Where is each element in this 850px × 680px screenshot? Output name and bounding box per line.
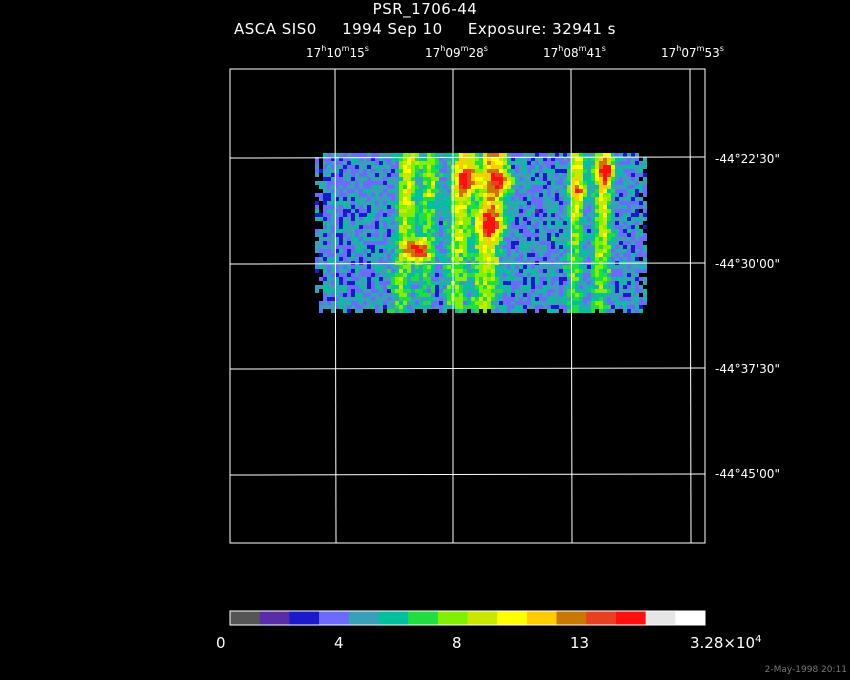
plot-subtitle: ASCA SIS0 1994 Sep 10 Exposure: 32941 s xyxy=(0,20,850,38)
dec-tick-label: -44°30'00" xyxy=(715,257,780,271)
colorbar-swatch xyxy=(408,611,439,625)
colorbar-swatch xyxy=(675,611,706,625)
heatmap-image xyxy=(315,153,647,313)
colorbar-swatch xyxy=(497,611,528,625)
colorbar-swatch xyxy=(348,611,379,625)
colorbar-label: 8 xyxy=(452,634,462,652)
grid-line-ra xyxy=(689,68,692,544)
colorbar-swatch xyxy=(437,611,468,625)
grid-line-ra xyxy=(334,68,337,544)
colorbar-label: 13 xyxy=(570,634,590,652)
dec-tick-label: -44°45'00" xyxy=(715,467,780,481)
colorbar-swatch xyxy=(615,611,647,625)
grid-line-dec xyxy=(229,262,706,265)
colorbar-label: 4 xyxy=(334,634,344,652)
ra-tick-label: 17h07m53s xyxy=(661,44,724,60)
colorbar-swatch xyxy=(378,611,409,625)
instrument-label: ASCA SIS0 xyxy=(233,20,317,38)
ra-tick-label: 17h10m15s xyxy=(306,44,369,60)
colorbar-swatch xyxy=(645,611,676,625)
colorbar-swatch xyxy=(467,611,498,625)
colorbar-swatch xyxy=(230,611,261,625)
colorbar xyxy=(230,611,706,625)
colorbar-swatch xyxy=(586,611,617,625)
colorbar-label: 0 xyxy=(216,634,226,652)
ra-tick-label: 17h09m28s xyxy=(425,44,488,60)
coordinate-grid xyxy=(229,68,706,544)
colorbar-swatch xyxy=(259,611,290,625)
colorbar-swatch xyxy=(556,611,587,625)
grid-line-dec xyxy=(229,473,706,476)
colorbar-swatch xyxy=(319,611,350,625)
timestamp: 2-May-1998 20:11 xyxy=(764,665,847,675)
dec-tick-label: -44°37'30" xyxy=(715,362,780,376)
date-label: 1994 Sep 10 xyxy=(342,20,443,38)
colorbar-swatch xyxy=(289,611,320,625)
colorbar-swatch xyxy=(526,611,558,625)
plot-frame xyxy=(229,68,706,544)
grid-line-ra xyxy=(570,68,573,544)
exposure-label: Exposure: 32941 s xyxy=(467,20,616,38)
colorbar-max-label: 3.28×104 xyxy=(690,634,762,652)
colorbar-frame xyxy=(229,610,706,626)
grid-line-dec xyxy=(229,156,706,159)
ra-tick-label: 17h08m41s xyxy=(543,44,606,60)
grid-line-dec xyxy=(229,367,706,370)
dec-tick-label: -44°22'30" xyxy=(715,152,780,166)
plot-title: PSR_1706-44 xyxy=(372,0,478,18)
